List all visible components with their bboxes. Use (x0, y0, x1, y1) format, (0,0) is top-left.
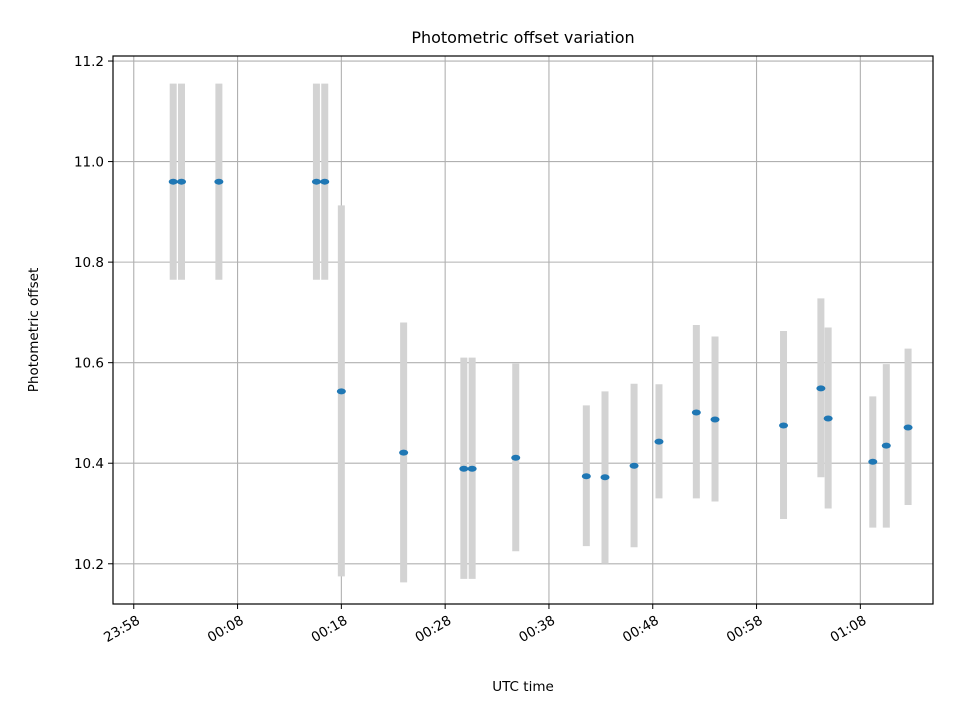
data-point (311, 178, 321, 185)
data-point (336, 388, 346, 395)
data-points (168, 178, 913, 481)
data-point (459, 465, 469, 472)
data-point (467, 465, 477, 472)
data-point (868, 458, 878, 465)
data-point (177, 178, 187, 185)
y-tick-label: 11.2 (74, 54, 104, 70)
data-point (779, 422, 789, 429)
y-tick-label: 10.4 (74, 456, 104, 472)
y-tick-label: 10.8 (74, 255, 104, 271)
data-point (710, 416, 720, 423)
x-axis-label: UTC time (492, 679, 554, 695)
data-point (654, 438, 664, 445)
data-point (600, 474, 610, 481)
data-point (823, 415, 833, 422)
y-axis-ticks: 10.2 10.4 10.6 10.8 11.0 11.2 (74, 54, 113, 573)
plot-frame (112, 55, 934, 605)
data-point (903, 424, 913, 431)
y-tick-label: 10.6 (74, 356, 104, 372)
data-point (214, 178, 224, 185)
data-point (629, 462, 639, 469)
data-point (511, 454, 521, 461)
data-point (581, 473, 591, 480)
grid (113, 56, 933, 604)
y-tick-label: 11.0 (74, 155, 104, 171)
data-point (168, 178, 178, 185)
data-point (881, 442, 891, 449)
data-point (816, 385, 826, 392)
y-tick-label: 10.2 (74, 557, 104, 573)
data-point (691, 409, 701, 416)
chart-title: Photometric offset variation (411, 28, 634, 47)
y-axis-label: Photometric offset (26, 268, 42, 392)
data-point (320, 178, 330, 185)
data-point (399, 449, 409, 456)
